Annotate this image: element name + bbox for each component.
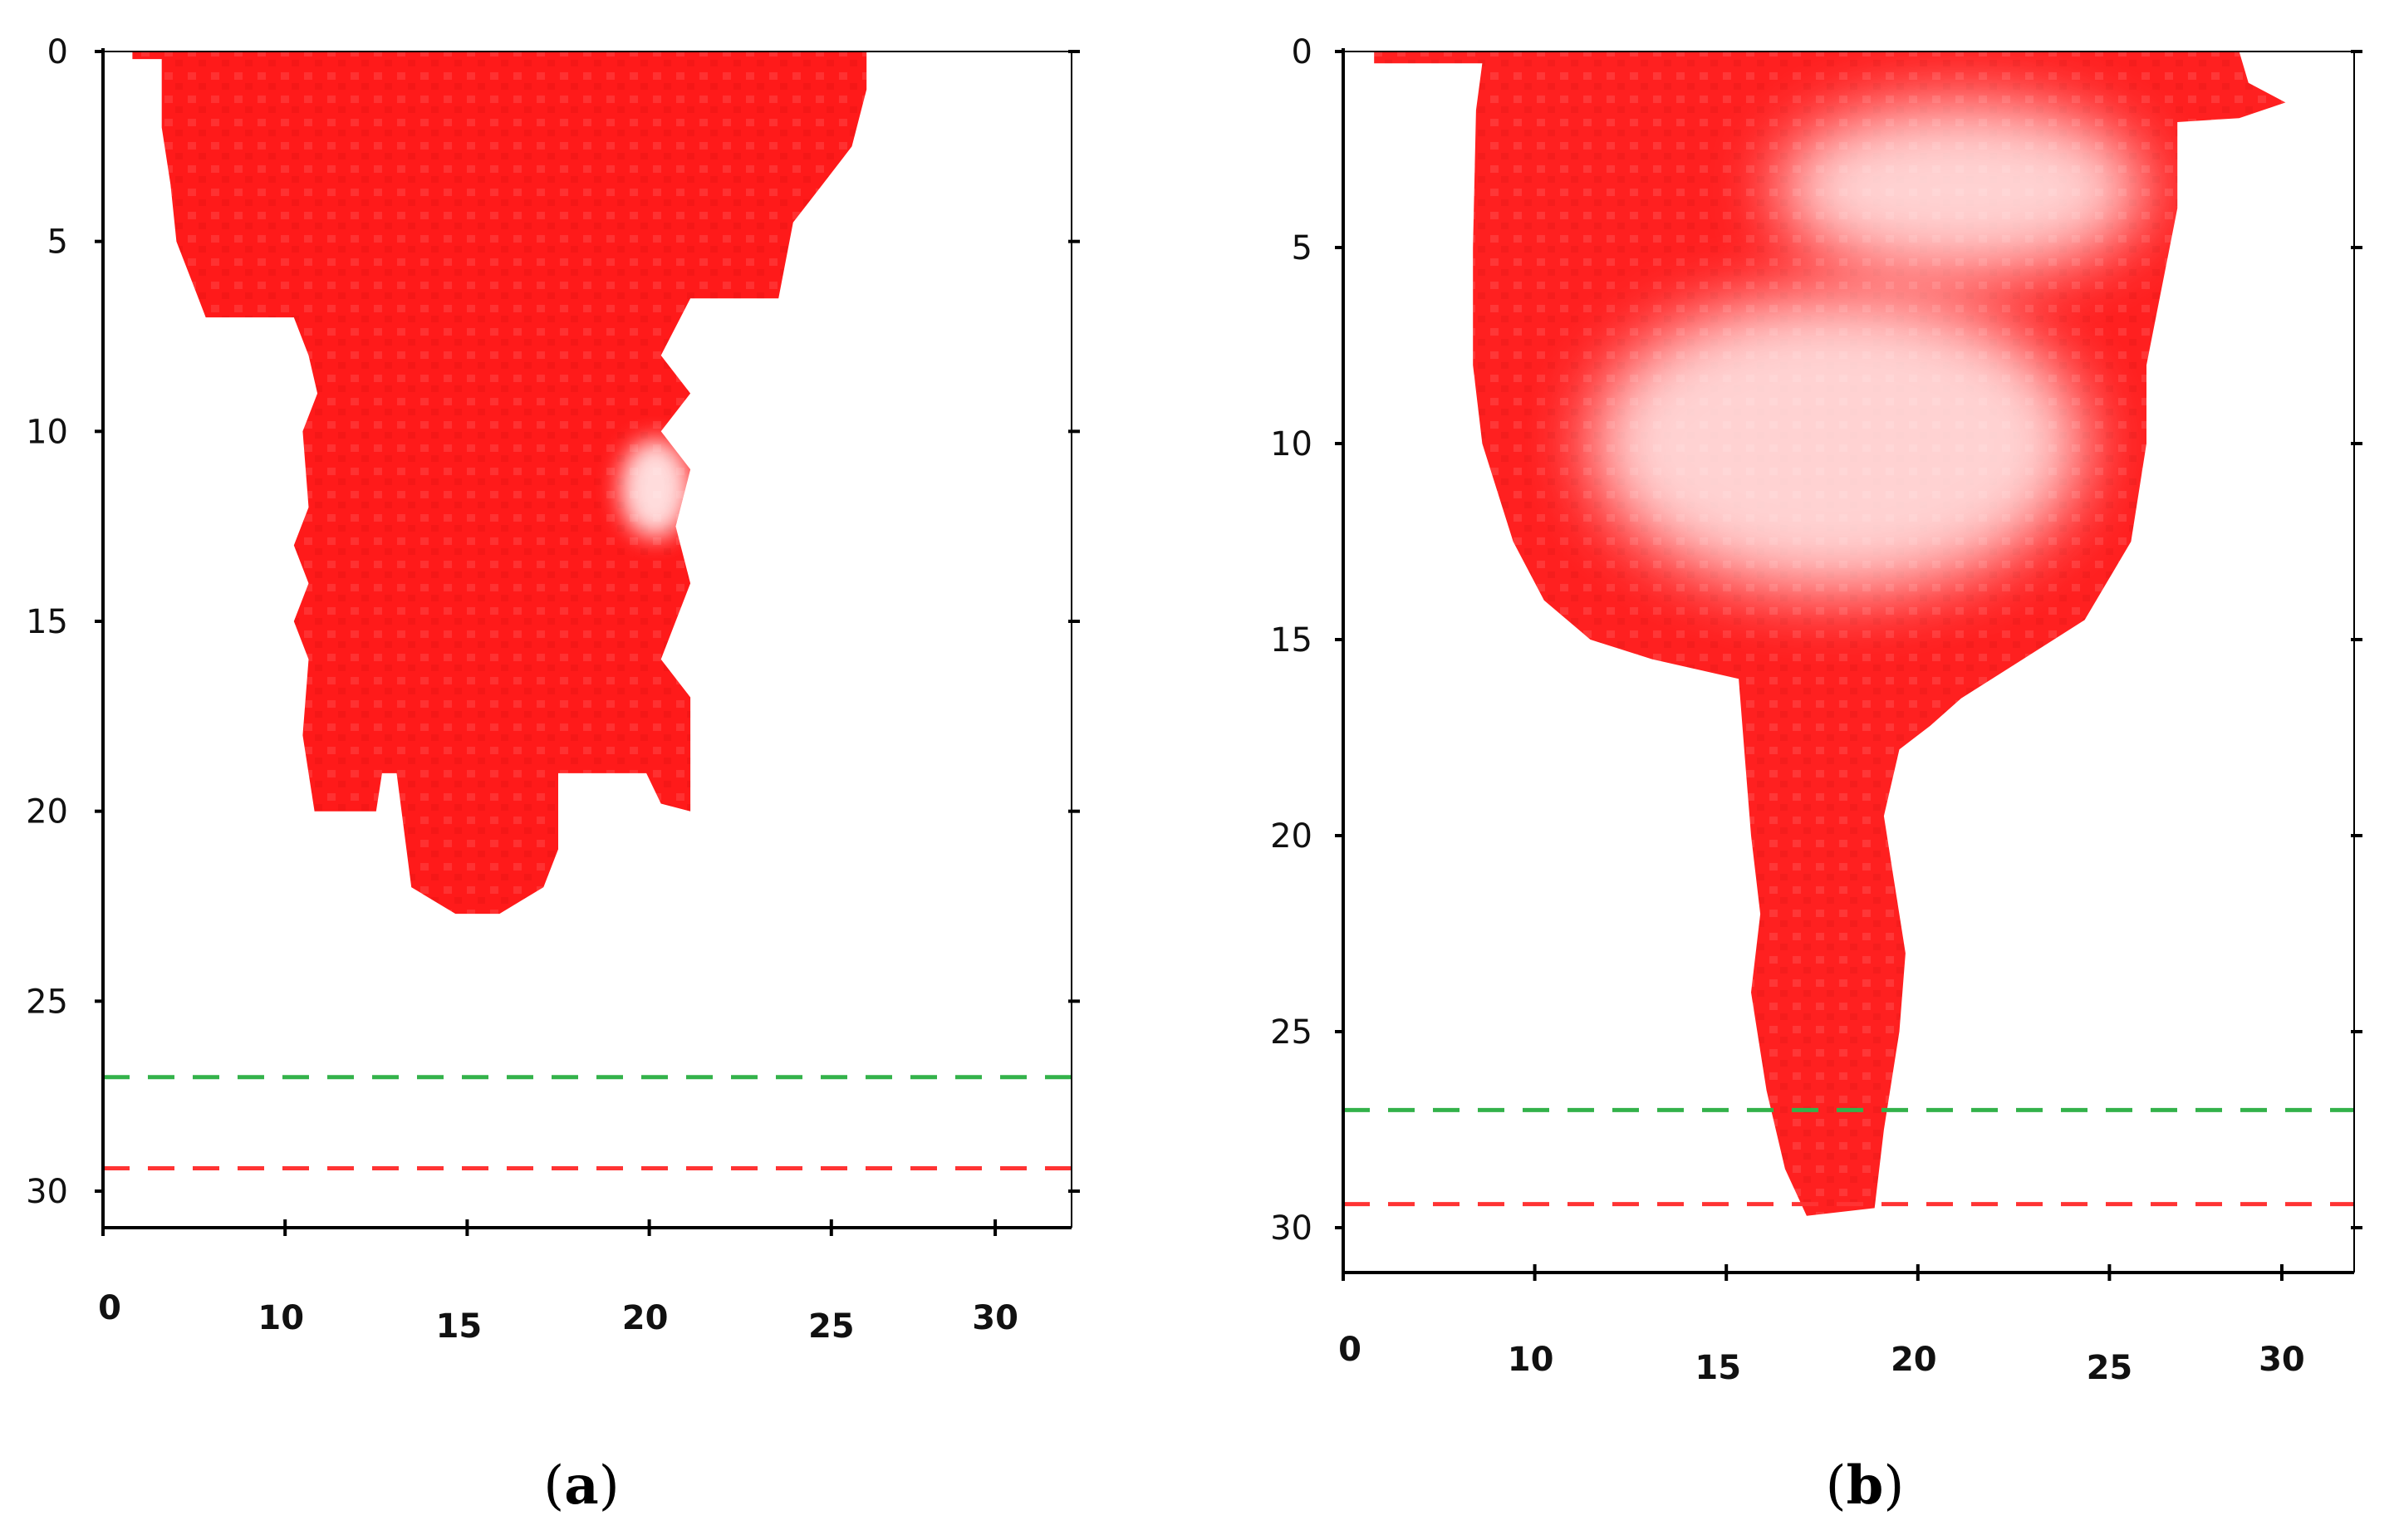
panel-b-x-tick-label-30: 30 — [2259, 1341, 2305, 1379]
panel-b-x-tick-label-0: 0 — [1338, 1331, 1361, 1369]
panel-b-x-tick-labels: 0 10 15 20 25 30 — [1338, 1331, 2305, 1387]
panel-a-light-spot-0 — [620, 439, 691, 538]
panel-a-x-tick-label-0: 0 — [98, 1289, 121, 1327]
panel-b-label-close: ) — [1883, 1455, 1904, 1517]
panel-b-y-tick-label-25: 25 — [1270, 1013, 1312, 1052]
panel-a-x-tick-label-25: 25 — [808, 1307, 855, 1346]
panel-b-light-spots — [1590, 102, 2147, 593]
panel-b-axes — [1335, 48, 2362, 1281]
panel-a-label-open: ( — [543, 1455, 564, 1517]
panel-b-plot-area — [1343, 51, 2354, 1216]
panel-b-label-letter: b — [1847, 1454, 1884, 1517]
panel-b-light-spot-0 — [1590, 294, 2085, 593]
panel-b-y-tick-labels: 0 5 10 15 20 25 30 — [1270, 33, 1312, 1248]
panel-b: 0 5 10 15 20 25 30 0 10 15 20 25 30 (b) — [1270, 33, 2362, 1517]
panel-a-y-tick-label-5: 5 — [47, 223, 68, 262]
panel-b-y-tick-label-30: 30 — [1270, 1209, 1312, 1248]
panel-b-x-tick-label-25: 25 — [2087, 1349, 2133, 1387]
panel-b-x-tick-label-20: 20 — [1891, 1341, 1937, 1379]
panel-b-y-tick-label-15: 15 — [1270, 621, 1312, 660]
panel-b-y-tick-label-0: 0 — [1292, 33, 1312, 71]
panel-a-y-tick-label-0: 0 — [47, 33, 68, 71]
panel-b-y-tick-label-20: 20 — [1270, 817, 1312, 856]
panel-a-x-tick-label-15: 15 — [436, 1307, 483, 1346]
panel-b-y-tick-label-5: 5 — [1292, 229, 1312, 267]
panel-b-label-open: ( — [1826, 1455, 1847, 1517]
panel-a-label-close: ) — [599, 1455, 620, 1517]
panel-a-y-tick-label-25: 25 — [26, 983, 68, 1021]
panel-b-x-tick-label-15: 15 — [1695, 1349, 1741, 1387]
panel-a-x-tick-label-20: 20 — [622, 1299, 669, 1337]
panel-a-x-tick-label-30: 30 — [972, 1299, 1018, 1337]
panel-a-light-spots — [620, 439, 691, 538]
panel-a-x-tick-label-10: 10 — [258, 1299, 304, 1337]
panel-b-label: (b) — [1826, 1454, 1905, 1517]
panel-a-y-tick-label-10: 10 — [26, 413, 68, 451]
panel-b-y-tick-label-10: 10 — [1270, 425, 1312, 463]
panel-b-light-spot-1 — [1775, 102, 2147, 276]
panel-a-label-letter: a — [564, 1454, 598, 1517]
panel-a-y-tick-label-15: 15 — [26, 603, 68, 641]
panel-a-plume-texture — [132, 51, 867, 915]
panel-a-y-tick-label-20: 20 — [26, 793, 68, 831]
panel-a: 0 5 10 15 20 25 30 0 10 15 20 25 30 (a) — [26, 33, 1080, 1517]
panel-a-plot-area — [103, 51, 1072, 1171]
panel-b-x-tick-label-10: 10 — [1508, 1341, 1554, 1379]
panel-a-label: (a) — [543, 1454, 619, 1517]
panel-a-y-tick-label-30: 30 — [26, 1173, 68, 1211]
panel-a-y-tick-labels: 0 5 10 15 20 25 30 — [26, 33, 68, 1211]
panel-a-axes — [95, 48, 1080, 1236]
panel-b-plume-texture — [1374, 51, 2286, 1216]
panel-a-x-tick-labels: 0 10 15 20 25 30 — [98, 1289, 1018, 1346]
